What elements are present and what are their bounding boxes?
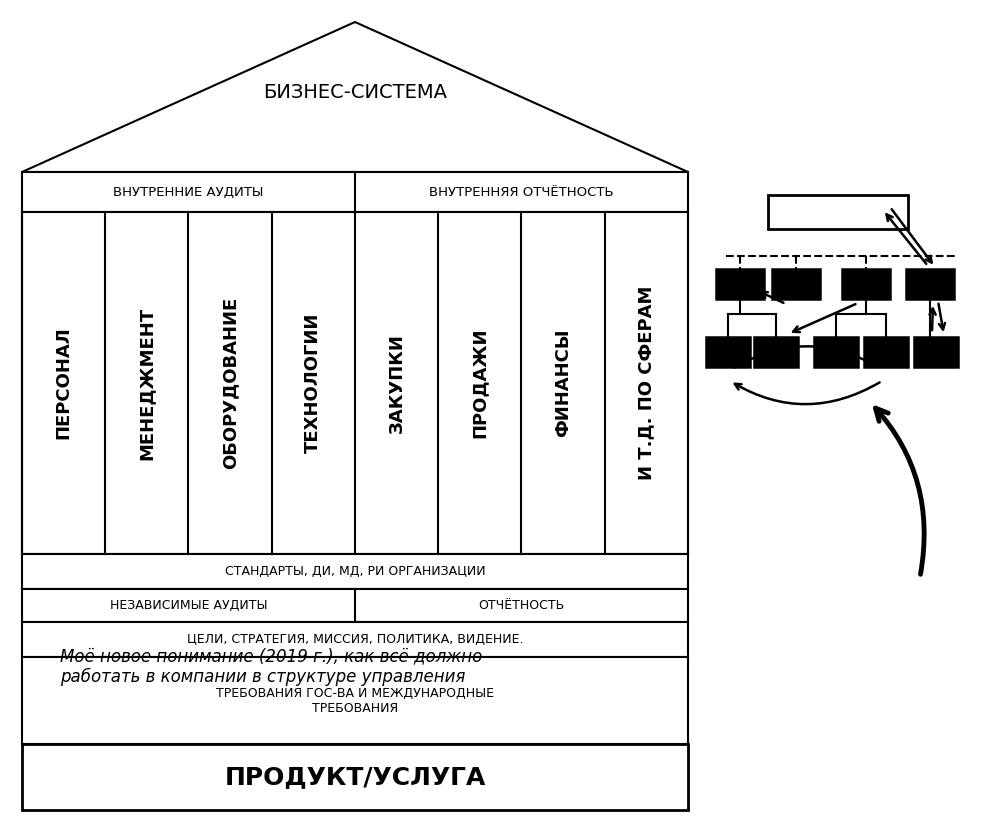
Text: ПЕРСОНАЛ: ПЕРСОНАЛ xyxy=(55,327,73,439)
Text: ОБОРУДОВАНИЕ: ОБОРУДОВАНИЕ xyxy=(221,297,240,469)
Text: ЗАКУПКИ: ЗАКУПКИ xyxy=(388,333,406,433)
Text: МЕНЕДЖМЕНТ: МЕНЕДЖМЕНТ xyxy=(137,306,156,459)
FancyBboxPatch shape xyxy=(768,195,908,229)
Text: НЕЗАВИСИМЫЕ АУДИТЫ: НЕЗАВИСИМЫЕ АУДИТЫ xyxy=(110,599,267,612)
Text: ЦЕЛИ, СТРАТЕГИЯ, МИССИЯ, ПОЛИТИКА, ВИДЕНИЕ.: ЦЕЛИ, СТРАТЕГИЯ, МИССИЯ, ПОЛИТИКА, ВИДЕН… xyxy=(187,633,523,646)
FancyBboxPatch shape xyxy=(772,269,820,299)
Text: ВНУТРЕННЯЯ ОТЧЁТНОСТЬ: ВНУТРЕННЯЯ ОТЧЁТНОСТЬ xyxy=(429,186,614,199)
FancyBboxPatch shape xyxy=(914,337,958,367)
FancyBboxPatch shape xyxy=(22,212,688,554)
Text: СТАНДАРТЫ, ДИ, МД, РИ ОРГАНИЗАЦИИ: СТАНДАРТЫ, ДИ, МД, РИ ОРГАНИЗАЦИИ xyxy=(225,565,485,578)
FancyBboxPatch shape xyxy=(754,337,798,367)
FancyBboxPatch shape xyxy=(706,337,750,367)
FancyBboxPatch shape xyxy=(842,269,890,299)
FancyBboxPatch shape xyxy=(22,657,688,744)
Text: ПРОДАЖИ: ПРОДАЖИ xyxy=(471,328,489,438)
FancyBboxPatch shape xyxy=(22,589,688,622)
FancyBboxPatch shape xyxy=(814,337,858,367)
FancyBboxPatch shape xyxy=(716,269,764,299)
FancyBboxPatch shape xyxy=(22,554,688,589)
Text: ВНУТРЕННИЕ АУДИТЫ: ВНУТРЕННИЕ АУДИТЫ xyxy=(113,186,264,199)
Text: ТРЕБОВАНИЯ ГОС-ВА И МЕЖДУНАРОДНЫЕ
ТРЕБОВАНИЯ: ТРЕБОВАНИЯ ГОС-ВА И МЕЖДУНАРОДНЫЕ ТРЕБОВ… xyxy=(216,686,494,715)
FancyBboxPatch shape xyxy=(22,172,688,212)
Text: ОТЧЁТНОСТЬ: ОТЧЁТНОСТЬ xyxy=(478,599,565,612)
FancyBboxPatch shape xyxy=(864,337,908,367)
FancyBboxPatch shape xyxy=(906,269,954,299)
Text: БИЗНЕС-СИСТЕМА: БИЗНЕС-СИСТЕМА xyxy=(263,82,447,102)
Text: ПРОДУКТ/УСЛУГА: ПРОДУКТ/УСЛУГА xyxy=(224,765,486,789)
Text: ТЕХНОЛОГИИ: ТЕХНОЛОГИИ xyxy=(304,313,322,453)
FancyBboxPatch shape xyxy=(22,622,688,657)
Text: И Т.Д. ПО СФЕРАМ: И Т.Д. ПО СФЕРАМ xyxy=(637,286,655,480)
Text: ФИНАНСЫ: ФИНАНСЫ xyxy=(554,329,573,438)
Text: Моё новое понимание (2019 г.), как всё должно
работать в компании в структуре уп: Моё новое понимание (2019 г.), как всё д… xyxy=(60,647,482,686)
FancyBboxPatch shape xyxy=(22,744,688,810)
